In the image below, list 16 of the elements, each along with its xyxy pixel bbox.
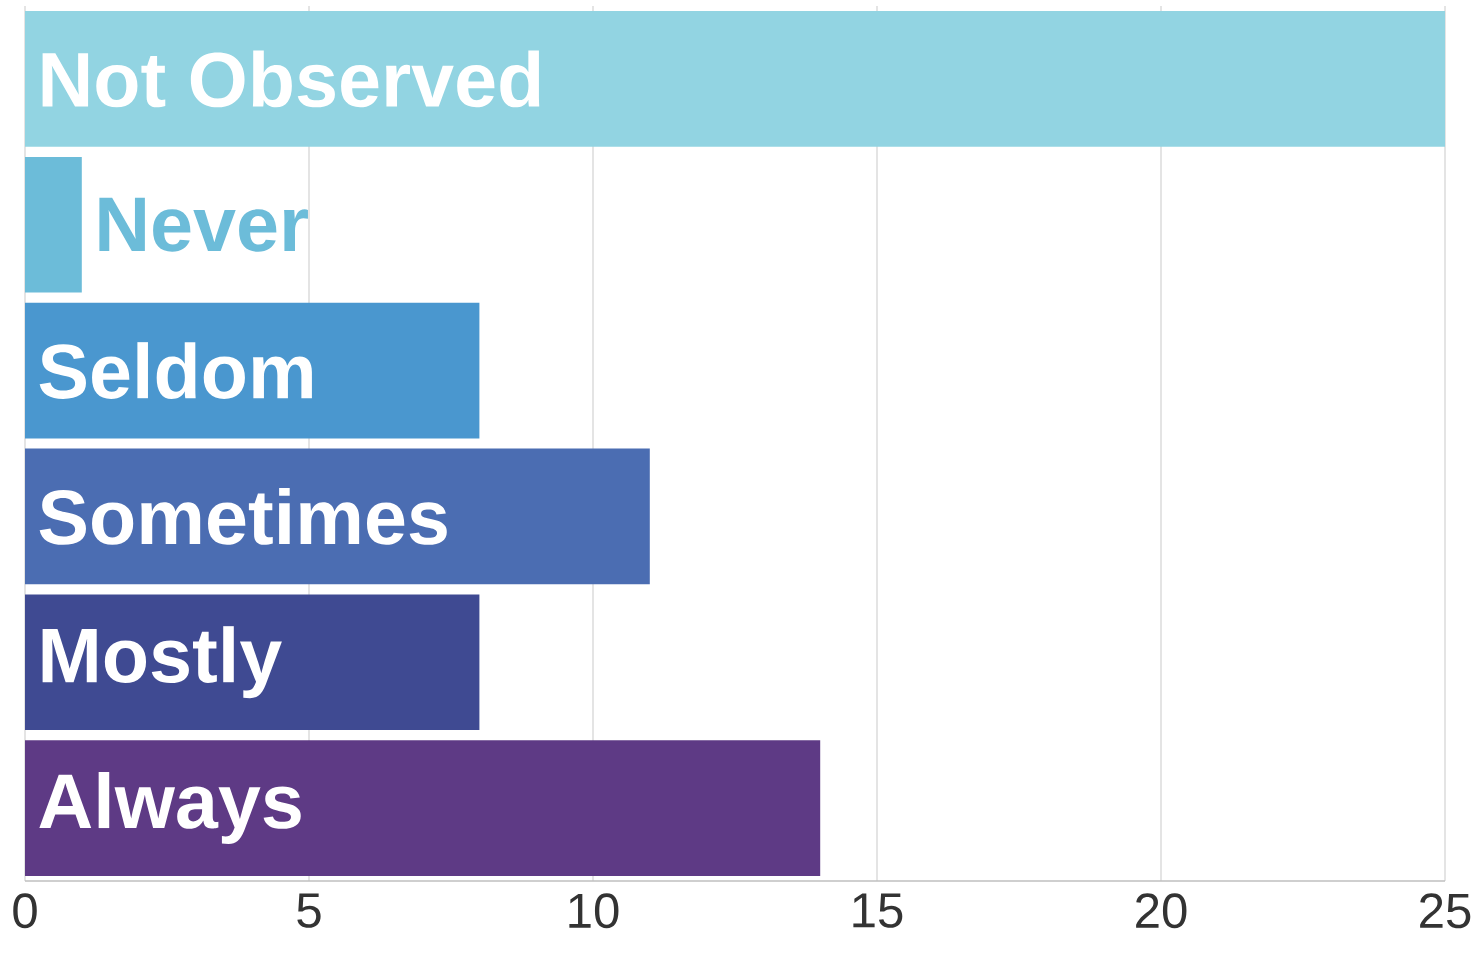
x-tick-label: 5 [297, 893, 321, 928]
y-tick-label: Seldom [39, 342, 312, 399]
y-tick-label: Not Observed [42, 50, 540, 108]
x-tick-label: 0 [13, 893, 37, 929]
y-tick-label: Sometimes [39, 487, 447, 545]
x-tick-label: 25 [1420, 893, 1471, 929]
y-tick-label: Mostly [42, 626, 282, 699]
y-tick-label: Never [99, 197, 308, 252]
x-tick-label: 20 [1136, 893, 1187, 929]
x-tick-label: 15 [853, 893, 903, 928]
bar [25, 740, 821, 876]
bar [25, 11, 1445, 147]
bar [25, 156, 82, 293]
bar [25, 594, 480, 731]
x-tick-label: 10 [569, 893, 619, 929]
y-tick-label: Always [39, 772, 301, 845]
